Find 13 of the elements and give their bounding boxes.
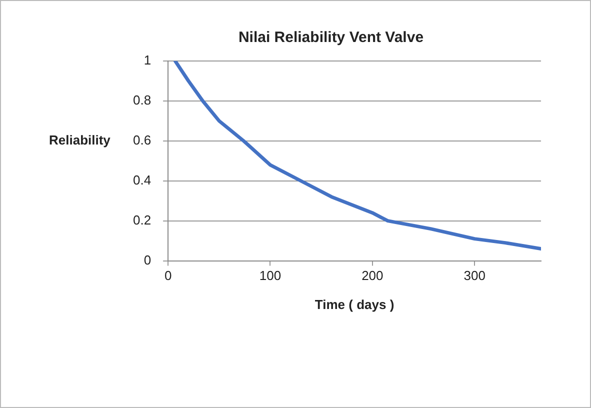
y-tick-label: 0.2 <box>132 212 152 228</box>
x-axis-title: Time ( days ) <box>314 296 394 312</box>
y-tick-label: 1 <box>144 52 152 68</box>
y-tick-label: 0.4 <box>132 172 152 188</box>
y-axis-title: Reliability <box>49 132 112 148</box>
x-tick-label: 200 <box>362 268 384 284</box>
y-tick-label: 0.6 <box>132 132 152 148</box>
y-tick-label: 0.8 <box>132 92 152 108</box>
x-tick-label: 0 <box>164 268 172 284</box>
chart-title: Nilai Reliability Vent Valve <box>238 29 424 46</box>
x-tick-label: 100 <box>259 268 282 284</box>
x-tick-label: 300 <box>464 268 486 284</box>
y-tick-label: 0 <box>144 252 152 268</box>
